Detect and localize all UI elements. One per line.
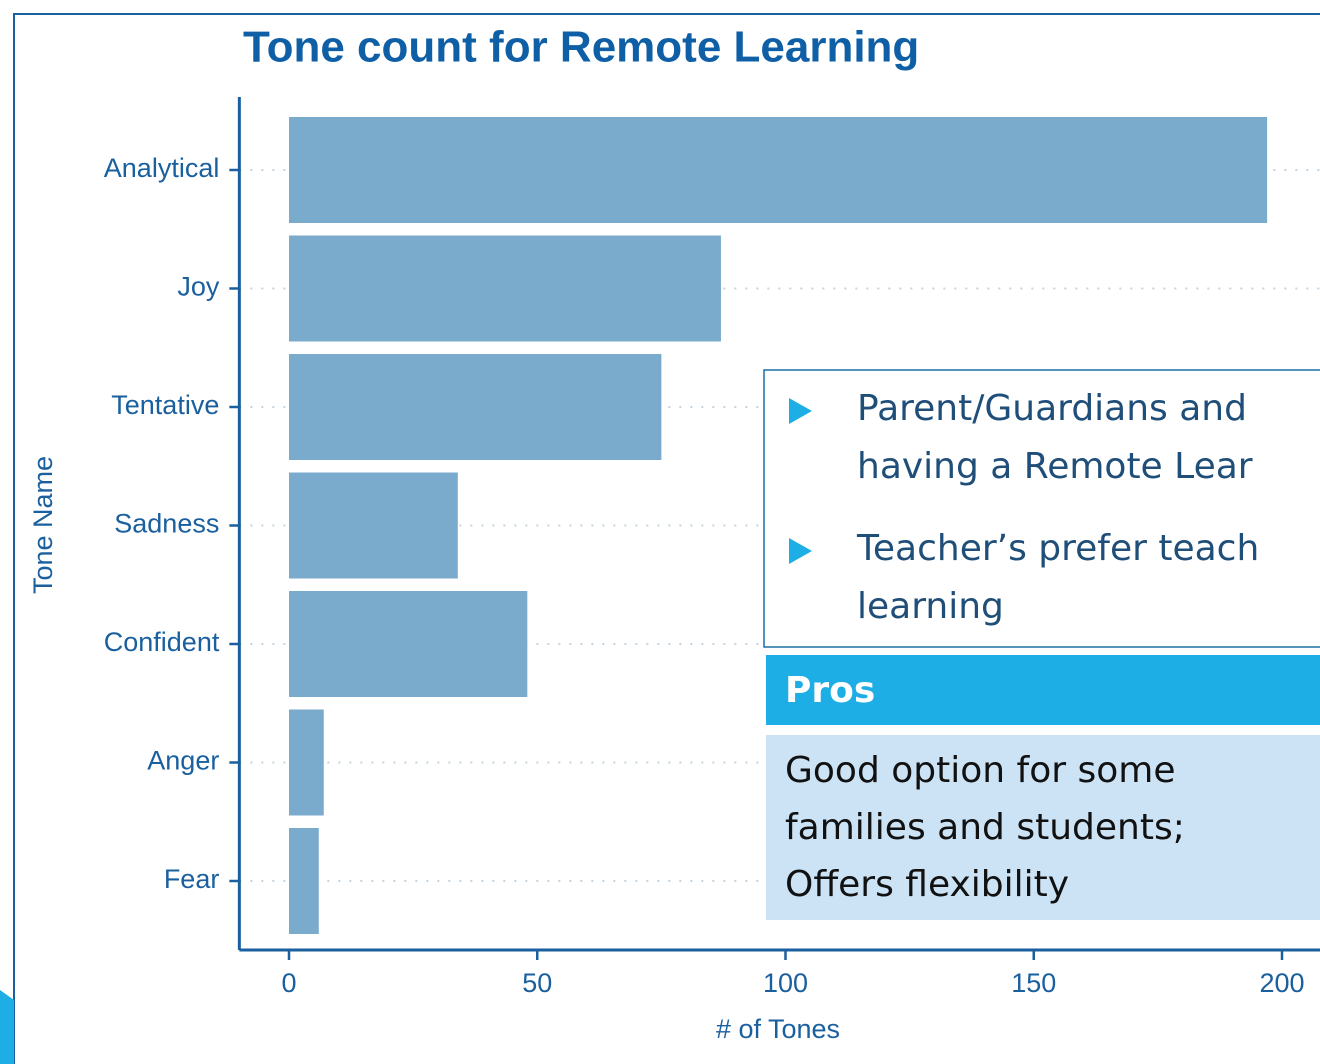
pros-title: Pros (785, 670, 875, 711)
bar (289, 591, 528, 697)
bar (289, 354, 662, 460)
y-tick-label: Sadness (114, 509, 219, 539)
bullet-text: Teacher’s prefer teach (856, 528, 1259, 569)
bar (289, 235, 721, 342)
bullet-icon (789, 398, 812, 424)
plot: Analytical Joy Tentative Sadness Confident An… (104, 97, 1320, 998)
y-tick-label: Fear (164, 864, 220, 894)
pros-header (766, 655, 1320, 725)
bar (289, 709, 324, 816)
bar (289, 472, 458, 579)
corner-shape (0, 990, 14, 1064)
y-tick-label: Tentative (111, 390, 219, 420)
pros-text: Good option for some (785, 750, 1175, 791)
x-tick-label: 200 (1259, 968, 1304, 998)
slide-frame (13, 13, 1320, 1064)
x-tick-label: 150 (1011, 968, 1056, 998)
pros-box: Pros Good option for some families and s… (766, 655, 1320, 920)
x-tick-label: 50 (522, 968, 552, 998)
y-tick-label: Anger (147, 746, 219, 776)
y-tick-label: Joy (177, 272, 220, 302)
y-axis-label: Tone Name (28, 456, 58, 594)
pros-body (766, 735, 1320, 920)
y-tick-label: Confident (104, 627, 220, 657)
bullet-text: having a Remote Lear (857, 446, 1253, 487)
pros-text: families and students; (785, 807, 1185, 848)
y-tick-label: Analytical (104, 153, 220, 183)
pros-text: Offers flexibility (785, 864, 1069, 905)
chart-title: Tone count for Remote Learning (243, 23, 919, 72)
bullet-box-bg (763, 369, 1320, 648)
bullet-text: Parent/Guardians and (857, 388, 1247, 429)
bullet-text: learning (857, 586, 1004, 627)
x-tick-label: 100 (763, 968, 808, 998)
x-axis-label: # of Tones (716, 1014, 840, 1044)
bar (289, 117, 1268, 223)
bar (289, 828, 319, 934)
bullet-box: Parent/Guardians and having a Remote Lea… (763, 369, 1320, 648)
x-tick-label: 0 (281, 968, 296, 998)
bullet-icon (789, 538, 812, 564)
